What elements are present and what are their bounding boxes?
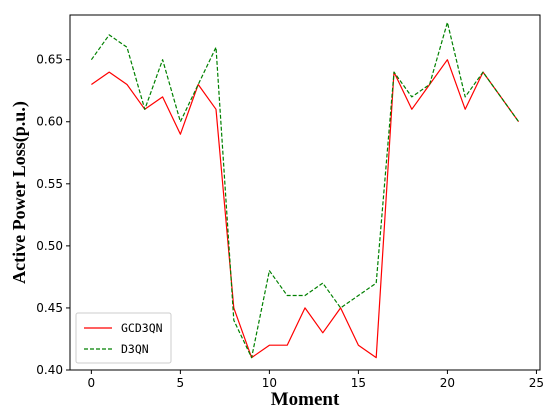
- legend-items: GCD3QN D3QN: [84, 321, 163, 356]
- x-tick-label: 0: [88, 376, 96, 390]
- legend-box: [75, 312, 172, 364]
- y-tick-label: 0.60: [36, 115, 63, 129]
- x-tick-label: 5: [177, 376, 185, 390]
- legend-label-d3qn: D3QN: [121, 342, 149, 356]
- x-tick-label: 10: [262, 376, 277, 390]
- y-tick-label: 0.40: [36, 363, 63, 377]
- y-tick-label: 0.50: [36, 239, 63, 253]
- series-lines: [90, 21, 520, 359]
- legend: GCD3QN D3QN: [75, 312, 172, 364]
- y-axis-title: Active Power Loss(p.u.): [9, 101, 30, 284]
- axis-ticks: 0 5 10 15 20 25 0.40 0.45 0.50 0.55 0.60 0.65: [36, 53, 544, 390]
- y-tick-label: 0.45: [36, 301, 63, 315]
- y-tick-label: 0.65: [36, 53, 63, 67]
- x-tick-label: 25: [529, 376, 544, 390]
- x-tick-label: 15: [351, 376, 366, 390]
- series-line-gcd3qn: [91, 59, 520, 359]
- legend-label-gcd3qn: GCD3QN: [121, 321, 163, 335]
- plot-area-frame: [69, 14, 541, 371]
- x-axis-title: Moment: [271, 389, 340, 410]
- series-line-d3qn: [90, 21, 520, 359]
- x-tick-label: 20: [440, 376, 455, 390]
- y-tick-label: 0.55: [36, 177, 63, 191]
